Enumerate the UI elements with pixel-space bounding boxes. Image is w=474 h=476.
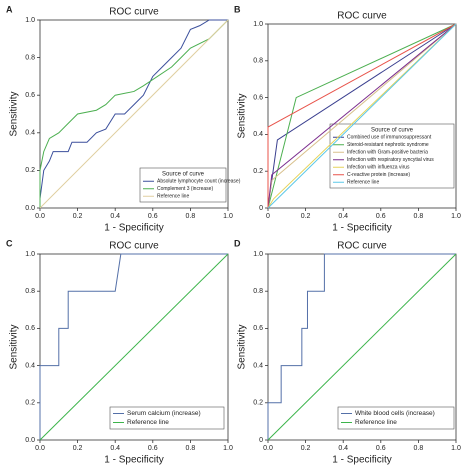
x-tick-label: 0.4 [110, 445, 120, 452]
x-tick-label: 1.0 [223, 445, 233, 452]
x-tick-label: 0.8 [414, 213, 424, 220]
y-tick-label: 0 [259, 205, 263, 212]
y-tick-label: 0.8 [253, 58, 263, 65]
roc-line [39, 19, 229, 209]
x-axis-label: 1 - Specificity [332, 455, 391, 466]
x-axis-label: 1 - Specificity [104, 223, 163, 234]
x-tick-label: 0.6 [148, 445, 158, 452]
roc-line [267, 23, 457, 209]
panel-label: C [6, 238, 13, 248]
roc-line [267, 23, 457, 208]
panel-label: B [234, 4, 241, 14]
x-tick-label: 0.0 [35, 213, 45, 220]
x-tick-label: 1.0 [223, 213, 233, 220]
y-tick-label: 0.6 [25, 92, 35, 99]
y-axis-label: Sensitivity [9, 324, 20, 369]
legend-label: Infection with influenza virus [347, 165, 410, 171]
plot-frame [267, 23, 457, 209]
x-tick-label: 1.0 [451, 445, 461, 452]
legend-label: White blood cells (increase) [355, 410, 435, 417]
y-tick-label: 1.0 [25, 17, 35, 24]
y-tick-label: 0 [259, 437, 263, 444]
y-tick-label: 0.0 [25, 437, 35, 444]
panel-label: A [6, 4, 13, 14]
x-tick-label: 0.8 [414, 445, 424, 452]
legend-box [109, 406, 225, 430]
x-tick-label: 0.8 [186, 213, 196, 220]
legend-label: Reference line [355, 419, 397, 426]
legend-box [337, 406, 455, 430]
legend-label: Reference line [157, 194, 189, 200]
chart-title: ROC curve [337, 11, 387, 22]
y-tick-label: 0.2 [253, 400, 263, 407]
y-tick-label: 0.6 [253, 94, 263, 101]
y-tick-label: 0.0 [25, 205, 35, 212]
legend-label: Absolute lymphocyte count (increase) [157, 179, 241, 185]
y-tick-label: 1.0 [25, 251, 35, 258]
x-axis-label: 1 - Specificity [104, 455, 163, 466]
x-tick-label: 0.4 [338, 445, 348, 452]
y-axis-label: Sensitivity [237, 324, 248, 369]
y-tick-label: 0.4 [25, 130, 35, 137]
roc-line [267, 253, 457, 441]
legend-label: Combined use of immunosuppressant [347, 135, 432, 141]
y-axis-label: Sensitivity [237, 93, 248, 138]
x-tick-label: 0 [266, 213, 270, 220]
legend-label: Reference line [347, 180, 379, 186]
x-tick-label: 0.8 [186, 445, 196, 452]
chart-title: ROC curve [109, 7, 159, 18]
y-tick-label: 0.4 [253, 362, 263, 369]
legend-title: Source of curve [371, 127, 414, 133]
legend-label: Steroid-resistant nephrotic syndrome [347, 142, 429, 148]
legend-title: Source of curve [162, 171, 205, 177]
roc-line [267, 253, 456, 440]
y-tick-label: 0.8 [25, 54, 35, 61]
y-tick-label: 0.6 [253, 325, 263, 332]
x-tick-label: 0.6 [148, 213, 158, 220]
roc-line [39, 253, 228, 440]
x-tick-label: 0.2 [301, 445, 311, 452]
legend-box [139, 167, 227, 203]
x-axis-label: 1 - Specificity [332, 223, 391, 234]
x-tick-label: 1.0 [451, 213, 461, 220]
y-tick-label: 0.4 [253, 131, 263, 138]
x-tick-label: 0.6 [376, 213, 386, 220]
legend-label: C-reactive protein (increase) [347, 172, 410, 178]
y-tick-label: 0.8 [25, 288, 35, 295]
roc-line [39, 19, 228, 208]
y-tick-label: 1.0 [253, 251, 263, 258]
roc-line [267, 23, 457, 209]
y-tick-label: 0.4 [25, 362, 35, 369]
x-tick-label: 0.0 [263, 445, 273, 452]
chart-title: ROC curve [337, 241, 387, 252]
x-tick-label: 0.6 [376, 445, 386, 452]
legend-label: Infection with Gram-positive bacteria [347, 150, 428, 156]
legend-label: Complement 3 (increase) [157, 186, 213, 192]
legend-label: Reference line [127, 419, 169, 426]
legend-box [329, 123, 455, 189]
roc-line [267, 23, 457, 209]
y-tick-label: 1.0 [253, 21, 263, 28]
y-axis-label: Sensitivity [9, 91, 20, 136]
plot-frame [39, 19, 229, 209]
legend-label: Serum calcium (increase) [127, 410, 201, 417]
y-tick-label: 0.2 [25, 167, 35, 174]
x-tick-label: 0.2 [73, 445, 83, 452]
panel-label: D [234, 238, 241, 248]
y-tick-label: 0.6 [25, 325, 35, 332]
roc-line [39, 253, 229, 441]
x-tick-label: 0.2 [301, 213, 311, 220]
y-tick-label: 0.2 [253, 168, 263, 175]
chart-title: ROC curve [109, 241, 159, 252]
roc-line [39, 19, 229, 208]
x-tick-label: 0.4 [338, 213, 348, 220]
y-tick-label: 0.2 [25, 400, 35, 407]
roc-line [267, 23, 457, 209]
x-tick-label: 0.2 [73, 213, 83, 220]
y-tick-label: 0.8 [253, 288, 263, 295]
x-tick-label: 0.0 [35, 445, 45, 452]
legend-label: Infection with respiratory syncytial vir… [347, 157, 434, 163]
x-tick-label: 0.4 [110, 213, 120, 220]
